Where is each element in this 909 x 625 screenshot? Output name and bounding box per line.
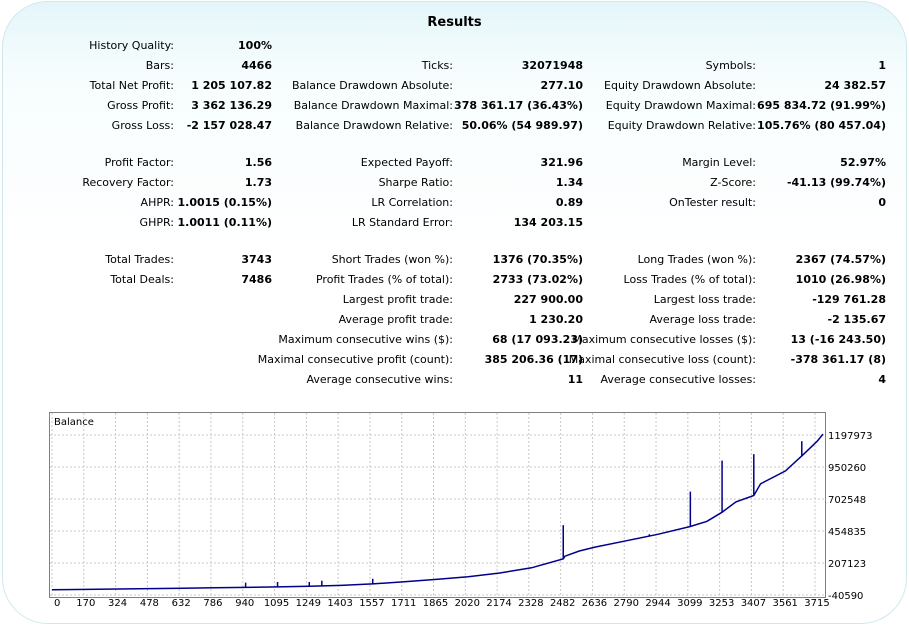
col3-label-1: Equity Drawdown Absolute:: [604, 79, 756, 92]
col3-value-0: 1: [878, 59, 886, 72]
col3-label-0: Symbols:: [705, 59, 756, 72]
col1-label-9: Total Trades:: [105, 253, 174, 266]
col2-label-6: LR Correlation:: [371, 196, 453, 209]
col2-label-8: Short Trades (won %):: [331, 253, 453, 266]
col2-value-14: 11: [567, 373, 583, 386]
col3-value-3: 105.76% (80 457.04): [757, 119, 886, 132]
col1-value-0: 100%: [238, 39, 272, 52]
col1-value-9: 3743: [241, 253, 272, 266]
col2-value-11: 1 230.20: [529, 313, 583, 326]
balance-chart-svg: Balance: [50, 413, 825, 597]
col3-value-13: 4: [878, 373, 886, 386]
col3-label-10: Average loss trade:: [649, 313, 756, 326]
col2-label-12: Maximum consecutive wins ($):: [278, 333, 453, 346]
col2-value-0: 32071948: [521, 59, 583, 72]
col2-value-2: 378 361.17 (36.43%): [454, 99, 583, 112]
col1-value-5: 1.56: [244, 156, 272, 169]
col1-value-7: 1.0015 (0.15%): [177, 196, 273, 209]
col3-label-11: Maximum consecutive losses ($):: [572, 333, 756, 346]
col3-label-4: Margin Level:: [682, 156, 756, 169]
col3-value-11: 13 (-16 243.50): [790, 333, 886, 346]
col2-value-7: 134 203.15: [513, 216, 583, 229]
col2-value-10: 227 900.00: [513, 293, 583, 306]
col2-label-1: Balance Drawdown Absolute:: [291, 79, 453, 92]
col2-value-1: 277.10: [540, 79, 583, 92]
col2-value-3: 50.06% (54 989.97): [461, 119, 583, 132]
col1-label-6: Recovery Factor:: [82, 176, 174, 189]
col1-value-4: -2 157 028.47: [186, 119, 272, 132]
col3-label-13: Average consecutive losses:: [600, 373, 756, 386]
col1-value-2: 1 205 107.82: [191, 79, 272, 92]
report-title: Results: [427, 15, 482, 30]
col3-value-9: -129 761.28: [812, 293, 886, 306]
col2-label-7: LR Standard Error:: [351, 216, 453, 229]
col1-label-2: Total Net Profit:: [89, 79, 174, 92]
col3-value-12: -378 361.17 (8): [790, 353, 886, 366]
col1-label-10: Total Deals:: [110, 273, 174, 286]
col1-label-5: Profit Factor:: [104, 156, 174, 169]
col3-label-3: Equity Drawdown Relative:: [607, 119, 756, 132]
col3-value-7: 2367 (74.57%): [795, 253, 886, 266]
col2-value-13: 385 206.36 (17): [484, 353, 583, 366]
col3-label-12: Maximal consecutive loss (count):: [568, 353, 756, 366]
col3-label-2: Equity Drawdown Maximal:: [605, 99, 756, 112]
col3-value-10: -2 135.67: [827, 313, 887, 326]
col2-value-12: 68 (17 093.23): [492, 333, 583, 346]
col3-label-7: Long Trades (won %):: [637, 253, 756, 266]
col1-value-6: 1.73: [244, 176, 272, 189]
col3-value-4: 52.97%: [840, 156, 886, 169]
col1-label-7: AHPR:: [140, 196, 174, 209]
col2-label-13: Maximal consecutive profit (count):: [257, 353, 453, 366]
col2-value-4: 321.96: [540, 156, 583, 169]
col3-value-2: 695 834.72 (91.99%): [757, 99, 886, 112]
col1-value-8: 1.0011 (0.11%): [177, 216, 273, 229]
col1-label-3: Gross Profit:: [107, 99, 174, 112]
col2-value-8: 1376 (70.35%): [492, 253, 583, 266]
col3-label-8: Loss Trades (% of total):: [623, 273, 756, 286]
col2-label-2: Balance Drawdown Maximal:: [293, 99, 453, 112]
col1-label-1: Bars:: [145, 59, 174, 72]
col3-label-5: Z-Score:: [710, 176, 756, 189]
col3-value-6: 0: [878, 196, 886, 209]
col2-label-4: Expected Payoff:: [360, 156, 453, 169]
col1-value-10: 7486: [241, 273, 272, 286]
col1-label-8: GHPR:: [139, 216, 174, 229]
col1-value-3: 3 362 136.29: [191, 99, 272, 112]
col2-label-5: Sharpe Ratio:: [378, 176, 453, 189]
col2-label-3: Balance Drawdown Relative:: [295, 119, 453, 132]
col2-value-6: 0.89: [555, 196, 583, 209]
series-legend-balance: Balance: [54, 417, 94, 428]
col2-value-9: 2733 (73.02%): [492, 273, 583, 286]
col1-label-0: History Quality:: [89, 39, 174, 52]
col2-value-5: 1.34: [555, 176, 583, 189]
col2-label-10: Largest profit trade:: [342, 293, 453, 306]
balance-chart: Balance: [49, 412, 826, 598]
col1-label-4: Gross Loss:: [111, 119, 174, 132]
col3-value-5: -41.13 (99.74%): [786, 176, 886, 189]
col3-label-9: Largest loss trade:: [653, 293, 756, 306]
col2-label-0: Ticks:: [421, 59, 453, 72]
col2-label-11: Average profit trade:: [338, 313, 453, 326]
col3-value-8: 1010 (26.98%): [795, 273, 886, 286]
balance-line: [51, 433, 824, 591]
col2-label-9: Profit Trades (% of total):: [315, 273, 453, 286]
col3-label-6: OnTester result:: [669, 196, 756, 209]
col2-label-14: Average consecutive wins:: [306, 373, 453, 386]
col1-value-1: 4466: [241, 59, 272, 72]
col3-value-1: 24 382.57: [824, 79, 886, 92]
